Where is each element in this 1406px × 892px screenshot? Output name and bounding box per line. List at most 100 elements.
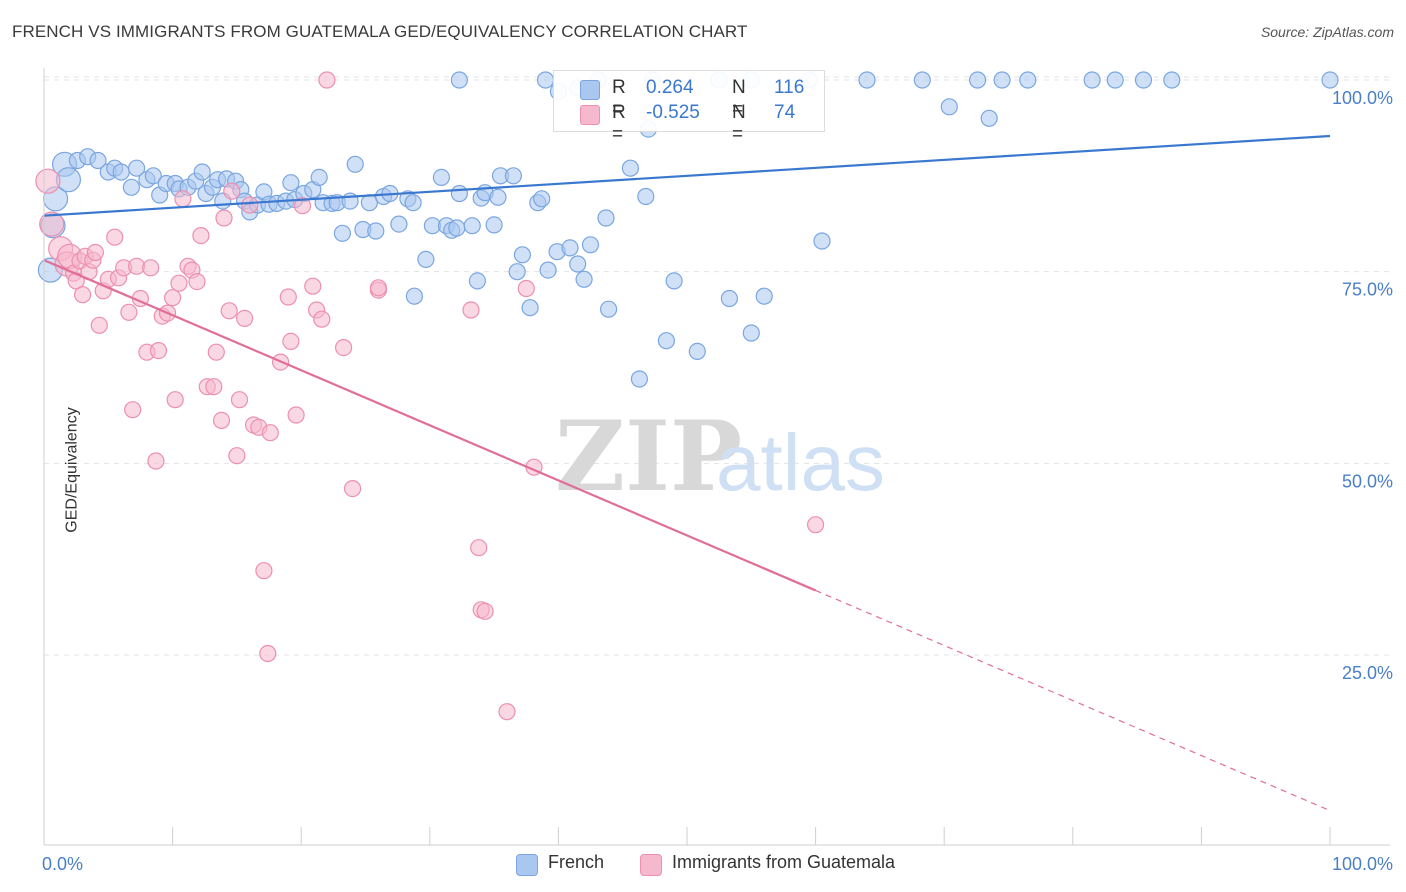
guatemala-point	[318, 71, 336, 89]
guatemala-point	[498, 703, 516, 721]
guatemala-n-value: 74	[774, 102, 796, 123]
guatemala-swatch	[580, 105, 600, 125]
french-point	[485, 216, 503, 234]
french-point	[463, 217, 481, 235]
french-point	[575, 270, 593, 288]
french-point	[1134, 71, 1153, 89]
y-tick-label: 100.0%	[1332, 88, 1393, 108]
guatemala-point	[230, 391, 249, 409]
french-point	[450, 184, 468, 203]
french-point	[968, 71, 987, 89]
guatemala-point	[806, 516, 825, 534]
guatemala-point	[228, 447, 246, 465]
french-point	[513, 246, 532, 264]
y-tick-label: 50.0%	[1342, 471, 1393, 491]
guatemala-trend-line	[43, 259, 817, 592]
french-swatch	[580, 80, 600, 100]
guatemala-point	[170, 274, 188, 292]
french-point	[417, 250, 435, 268]
french-point	[569, 255, 587, 273]
guatemala-point	[344, 480, 362, 498]
french-point	[813, 232, 831, 250]
guatemala-point	[282, 332, 300, 350]
french-point	[489, 188, 507, 206]
guatemala-trend-extension	[815, 589, 1331, 812]
guatemala-point	[304, 277, 322, 295]
trend-lines	[43, 134, 1331, 812]
french-point	[1106, 71, 1124, 89]
french-point	[89, 151, 107, 170]
french-point	[404, 194, 422, 212]
axes: 25.0% 50.0% 75.0% 100.0% 0.0% 100.0%	[42, 68, 1393, 874]
grid-lines	[44, 76, 1390, 656]
guatemala-point	[90, 316, 108, 334]
chart-title: FRENCH VS IMMIGRANTS FROM GUATEMALA GED/…	[12, 22, 748, 41]
source-label: Source: ZipAtlas.com	[1260, 24, 1394, 40]
guatemala-point	[517, 279, 535, 298]
french-point	[390, 215, 408, 233]
n-label: N =	[732, 102, 746, 145]
guatemala-point	[73, 286, 92, 304]
french-point	[448, 219, 466, 237]
french-point	[581, 236, 600, 254]
french-point	[980, 109, 998, 127]
french-point	[665, 272, 683, 290]
french-point	[405, 287, 423, 305]
watermark-atlas: atlas	[716, 418, 885, 507]
french-point	[858, 71, 876, 89]
french-point	[688, 342, 706, 360]
guatemala-point	[106, 228, 124, 246]
french-point	[1321, 71, 1339, 89]
guatemala-point	[188, 273, 206, 291]
french-point	[993, 71, 1011, 89]
french-point	[755, 287, 773, 305]
guatemala-point	[120, 303, 138, 321]
guatemala-swatch	[640, 854, 662, 876]
french-point	[504, 167, 523, 185]
french-point	[539, 261, 557, 279]
french-point	[122, 178, 140, 196]
guatemala-point	[147, 452, 165, 470]
guatemala-point	[255, 562, 273, 580]
guatemala-point	[128, 257, 146, 275]
guatemala-point	[369, 279, 387, 297]
guatemala-point	[207, 343, 225, 361]
y-axis-label: GED/Equivalency	[63, 407, 81, 533]
guatemala-point	[287, 406, 305, 424]
french-swatch	[516, 854, 538, 876]
french-trend-line	[43, 134, 1331, 217]
guatemala-point	[86, 243, 105, 262]
guatemala-point	[313, 310, 331, 328]
french-point	[637, 187, 655, 206]
french-point	[720, 289, 739, 308]
french-point	[310, 168, 328, 186]
french-point	[333, 224, 351, 242]
guatemala-point	[293, 197, 312, 215]
guatemala-point	[215, 209, 233, 227]
guatemala-point	[39, 211, 65, 237]
french-point	[521, 299, 539, 317]
guatemala-point	[335, 339, 353, 357]
french-point	[630, 370, 649, 388]
french-point	[282, 174, 300, 192]
n-label: N =	[732, 77, 746, 120]
french-point	[561, 239, 579, 257]
legend-french-label: French	[548, 852, 605, 872]
guatemala-point	[462, 301, 480, 319]
guatemala-point	[35, 168, 61, 194]
french-point	[128, 159, 146, 177]
french-point	[913, 71, 931, 89]
french-point	[367, 222, 385, 240]
guatemala-point	[205, 378, 223, 396]
y-tick-label: 75.0%	[1342, 280, 1393, 300]
guatemala-point	[164, 289, 182, 307]
french-point	[144, 167, 162, 185]
r-label: R =	[612, 102, 626, 145]
french-n-value: 116	[774, 77, 805, 98]
guatemala-point	[223, 182, 241, 200]
guatemala-point	[149, 342, 168, 360]
guatemala-point	[236, 309, 254, 327]
guatemala-point	[279, 288, 297, 306]
